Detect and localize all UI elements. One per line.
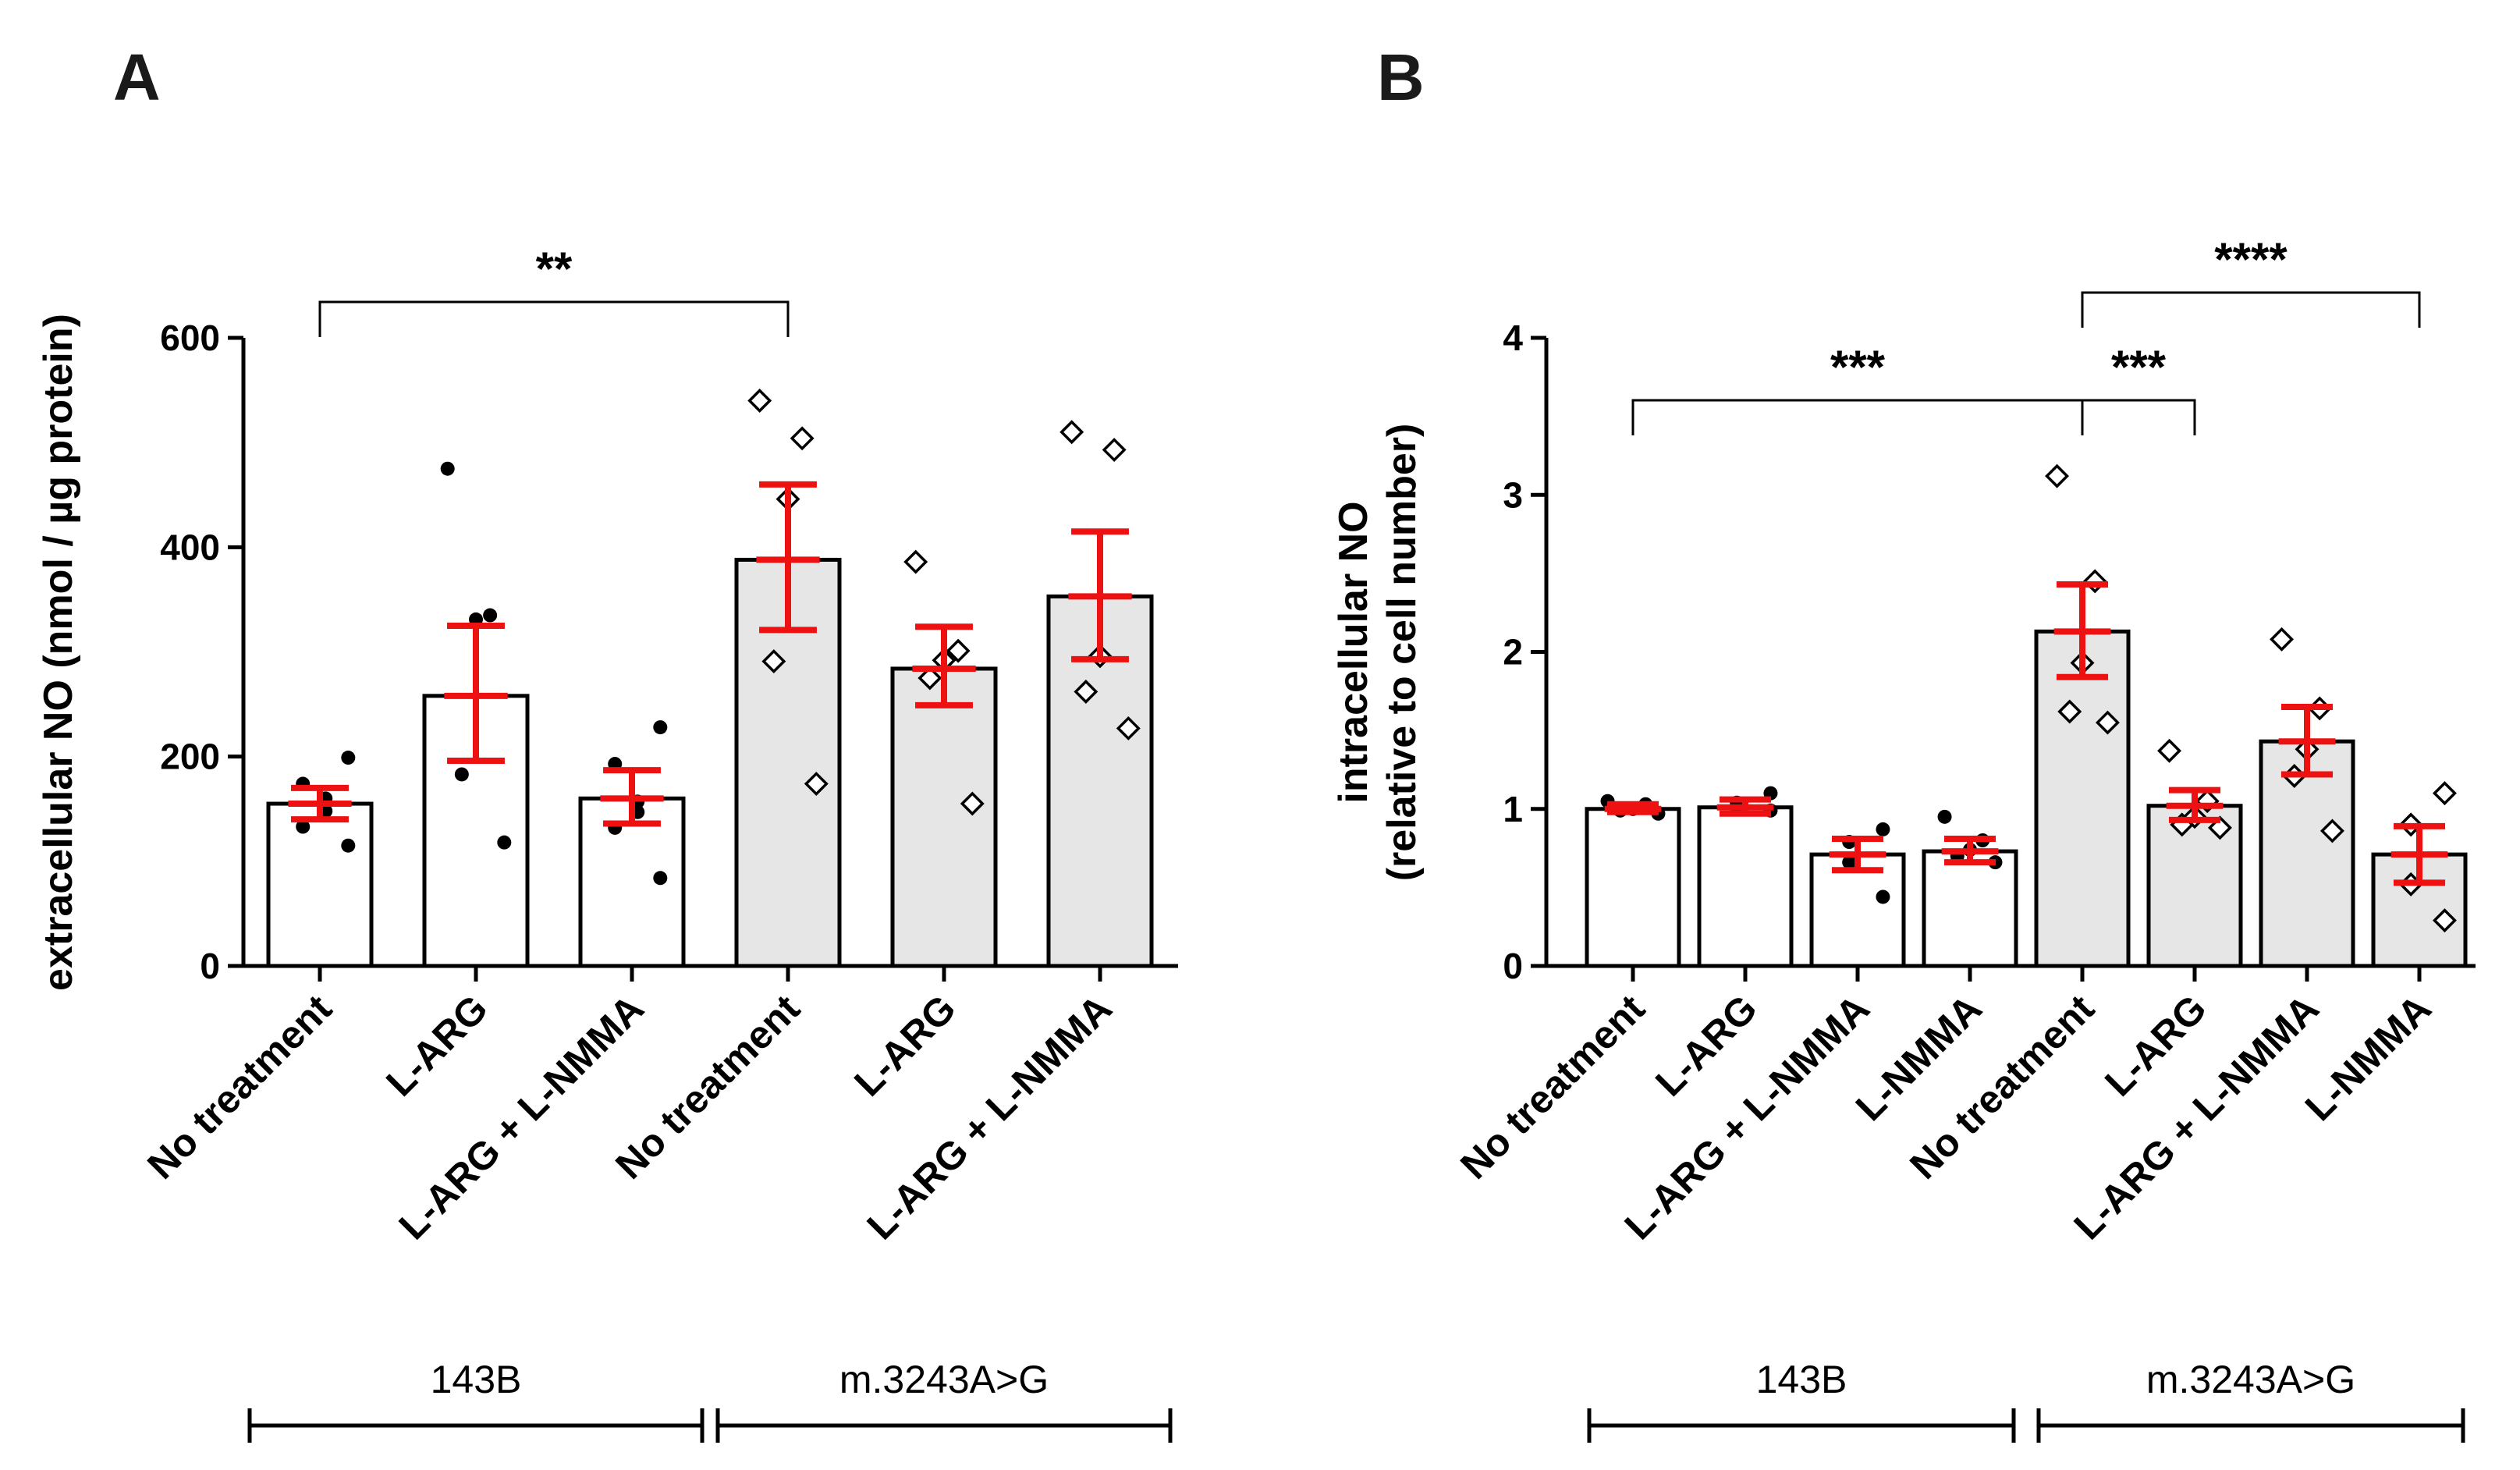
data-point: [1842, 855, 1857, 870]
significance-label: ****: [2214, 233, 2288, 286]
panel-label-a: A: [113, 41, 161, 114]
y-tick-label: 1: [1503, 789, 1523, 829]
group-label: m.3243A>G: [2146, 1358, 2355, 1401]
x-category-label: L-NMMA: [2297, 986, 2440, 1129]
x-category-label: L-ARG: [846, 986, 964, 1105]
data-point: [790, 426, 815, 451]
significance-label: **: [536, 243, 573, 295]
data-point: [804, 772, 829, 797]
y-axis-label: extracellular NO (nmol / µg protein): [36, 314, 81, 991]
data-point: [1876, 889, 1890, 904]
x-category-label: No treatment: [139, 986, 340, 1188]
data-point: [2095, 710, 2120, 735]
y-axis-label-line: intracellular NO: [1331, 501, 1376, 803]
data-point: [296, 819, 311, 834]
bar: [2034, 629, 2131, 968]
data-point: [2432, 908, 2457, 933]
data-point: [454, 767, 469, 782]
data-point: [1102, 438, 1127, 463]
data-point: [2057, 699, 2082, 724]
bar: [890, 666, 998, 968]
data-point: [2157, 738, 2182, 763]
y-axis-label: intracellular NO(relative to cell number…: [1331, 424, 1425, 882]
data-point: [1876, 822, 1890, 836]
data-point: [2270, 627, 2295, 652]
data-point: [653, 720, 668, 735]
y-tick-label: 2: [1503, 632, 1523, 673]
panel-label-b: B: [1377, 41, 1425, 114]
data-point: [903, 549, 928, 574]
data-point: [2082, 569, 2107, 594]
bar: [1585, 807, 1681, 968]
chart-a: 0 200 400 600 extracellular NO (nmol / µg pr…: [36, 243, 1178, 1443]
group-label: 143B: [1756, 1358, 1847, 1401]
data-point: [1937, 809, 1952, 824]
y-tick-label: 400: [160, 527, 220, 567]
significance-bracket: [2081, 399, 2196, 435]
data-point: [2432, 781, 2457, 806]
significance-label: ***: [2111, 341, 2167, 393]
y-axis-label-line: extracellular NO (nmol / µg protein): [36, 314, 81, 991]
data-point: [341, 838, 356, 853]
data-point: [960, 791, 985, 816]
bar: [1922, 849, 2018, 968]
data-point: [440, 461, 455, 476]
data-point: [653, 871, 668, 886]
bar: [1697, 805, 1794, 968]
significance-bracket: [318, 300, 790, 337]
y-tick-label: 600: [160, 318, 220, 358]
y-tick-label: 0: [1503, 946, 1523, 986]
group-label: 143B: [431, 1358, 522, 1401]
y-tick-label: 0: [200, 946, 220, 986]
significance-label: ***: [1830, 341, 1886, 393]
data-point: [341, 751, 356, 765]
chart-b: 0 1 2 3 4 intracellular NO(relative to cell n…: [1331, 233, 2476, 1443]
y-tick-label: 200: [160, 737, 220, 777]
y-axis-label-line: (relative to cell number): [1379, 424, 1425, 882]
data-point: [946, 638, 971, 663]
data-point: [917, 666, 942, 691]
data-point: [747, 389, 772, 413]
data-point: [1116, 715, 1141, 740]
data-point: [761, 649, 786, 674]
bar: [266, 801, 374, 968]
data-point: [1059, 420, 1084, 445]
x-category-label: L-ARG: [378, 986, 496, 1105]
significance-bracket: [1631, 399, 2084, 435]
significance-bracket: [2081, 291, 2421, 328]
group-label: m.3243A>G: [839, 1358, 1049, 1401]
data-point: [2319, 818, 2344, 843]
data-point: [483, 608, 498, 623]
data-point: [497, 835, 512, 850]
data-point: [1074, 680, 1099, 704]
y-tick-label: 3: [1503, 474, 1523, 515]
y-tick-label: 4: [1503, 318, 1523, 358]
x-category-label: No treatment: [1452, 986, 1653, 1188]
data-point: [2045, 463, 2070, 488]
